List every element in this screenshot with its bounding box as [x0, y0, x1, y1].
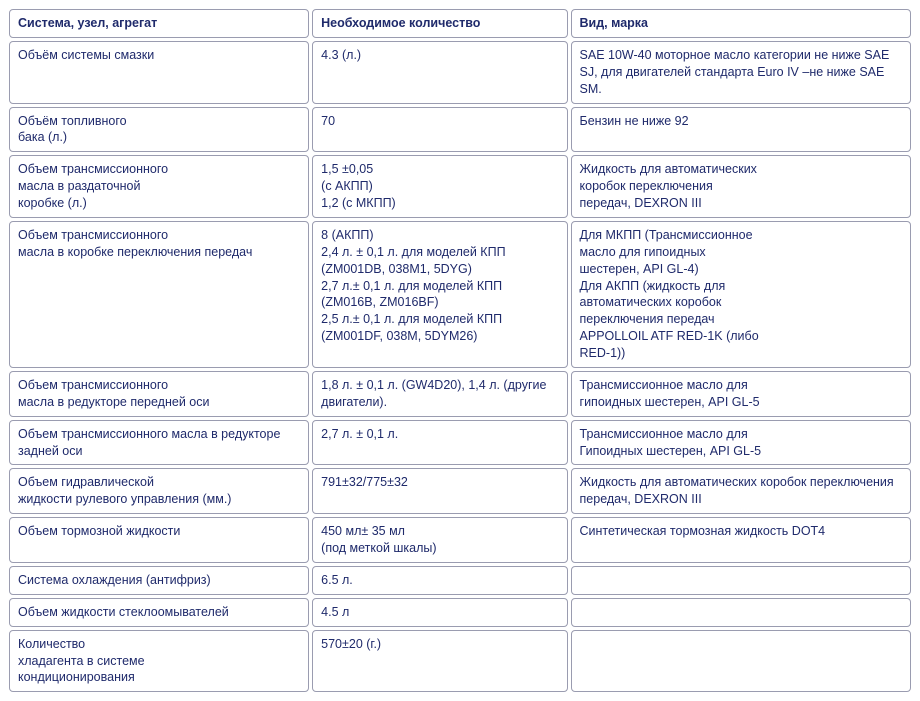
- table-row: Объем гидравлическойжидкости рулевого уп…: [9, 468, 911, 514]
- table-row: Объем тормозной жидкости450 мл± 35 мл(по…: [9, 517, 911, 563]
- cell-system: Объём топливногобака (л.): [9, 107, 309, 153]
- col-header-system: Система, узел, агрегат: [9, 9, 309, 38]
- cell-qty: 570±20 (г.): [312, 630, 567, 693]
- cell-system: Объем гидравлическойжидкости рулевого уп…: [9, 468, 309, 514]
- cell-qty: 8 (АКПП)2,4 л. ± 0,1 л. для моделей КПП(…: [312, 221, 567, 368]
- cell-system: Объем трансмиссионногомасла в редукторе …: [9, 371, 309, 417]
- col-header-type: Вид, марка: [571, 9, 911, 38]
- cell-type: [571, 598, 911, 627]
- cell-system: Объем трансмиссионного масла в редукторе…: [9, 420, 309, 466]
- cell-system: Объем жидкости стеклоомывателей: [9, 598, 309, 627]
- cell-system: Количествохладагента в системекондициони…: [9, 630, 309, 693]
- table-row: Система охлаждения (антифриз)6.5 л.: [9, 566, 911, 595]
- cell-system: Система охлаждения (антифриз): [9, 566, 309, 595]
- cell-type: Жидкость для автоматических коробок пере…: [571, 468, 911, 514]
- cell-type: Бензин не ниже 92: [571, 107, 911, 153]
- table-row: Объём системы смазки4.3 (л.)SAE 10W-40 м…: [9, 41, 911, 104]
- cell-type: [571, 566, 911, 595]
- table-row: Объём топливногобака (л.)70 Бензин не ни…: [9, 107, 911, 153]
- cell-qty: 450 мл± 35 мл(под меткой шкалы): [312, 517, 567, 563]
- cell-type: SAE 10W-40 моторное масло категории не н…: [571, 41, 911, 104]
- table-row: Объем жидкости стеклоомывателей4.5 л: [9, 598, 911, 627]
- cell-system: Объем трансмиссионногомасла в коробке пе…: [9, 221, 309, 368]
- cell-type: Для МКПП (Трансмиссионноемасло для гипои…: [571, 221, 911, 368]
- cell-qty: 1,8 л. ± 0,1 л. (GW4D20), 1,4 л. (другие…: [312, 371, 567, 417]
- cell-qty: 4.3 (л.): [312, 41, 567, 104]
- cell-system: Объем трансмиссионногомасла в раздаточно…: [9, 155, 309, 218]
- col-header-quantity: Необходимое количество: [312, 9, 567, 38]
- table-row: Объем трансмиссионногомасла в раздаточно…: [9, 155, 911, 218]
- table-row: Объем трансмиссионногомасла в коробке пе…: [9, 221, 911, 368]
- fluids-spec-table: Система, узел, агрегат Необходимое колич…: [6, 6, 914, 695]
- cell-system: Объём системы смазки: [9, 41, 309, 104]
- cell-qty: 6.5 л.: [312, 566, 567, 595]
- cell-qty: 2,7 л. ± 0,1 л.: [312, 420, 567, 466]
- cell-type: Трансмиссионное масло длягипоидных шесте…: [571, 371, 911, 417]
- cell-type: Синтетическая тормозная жидкость DOT4: [571, 517, 911, 563]
- table-row: Объем трансмиссионного масла в редукторе…: [9, 420, 911, 466]
- cell-qty: 791±32/775±32: [312, 468, 567, 514]
- cell-type: Трансмиссионное масло дляГипоидных шесте…: [571, 420, 911, 466]
- cell-system: Объем тормозной жидкости: [9, 517, 309, 563]
- cell-qty: 4.5 л: [312, 598, 567, 627]
- table-header-row: Система, узел, агрегат Необходимое колич…: [9, 9, 911, 38]
- cell-type: [571, 630, 911, 693]
- cell-type: Жидкость для автоматическихкоробок перек…: [571, 155, 911, 218]
- cell-qty: 70: [312, 107, 567, 153]
- cell-qty: 1,5 ±0,05(с АКПП)1,2 (с МКПП): [312, 155, 567, 218]
- table-row: Количествохладагента в системекондициони…: [9, 630, 911, 693]
- table-row: Объем трансмиссионногомасла в редукторе …: [9, 371, 911, 417]
